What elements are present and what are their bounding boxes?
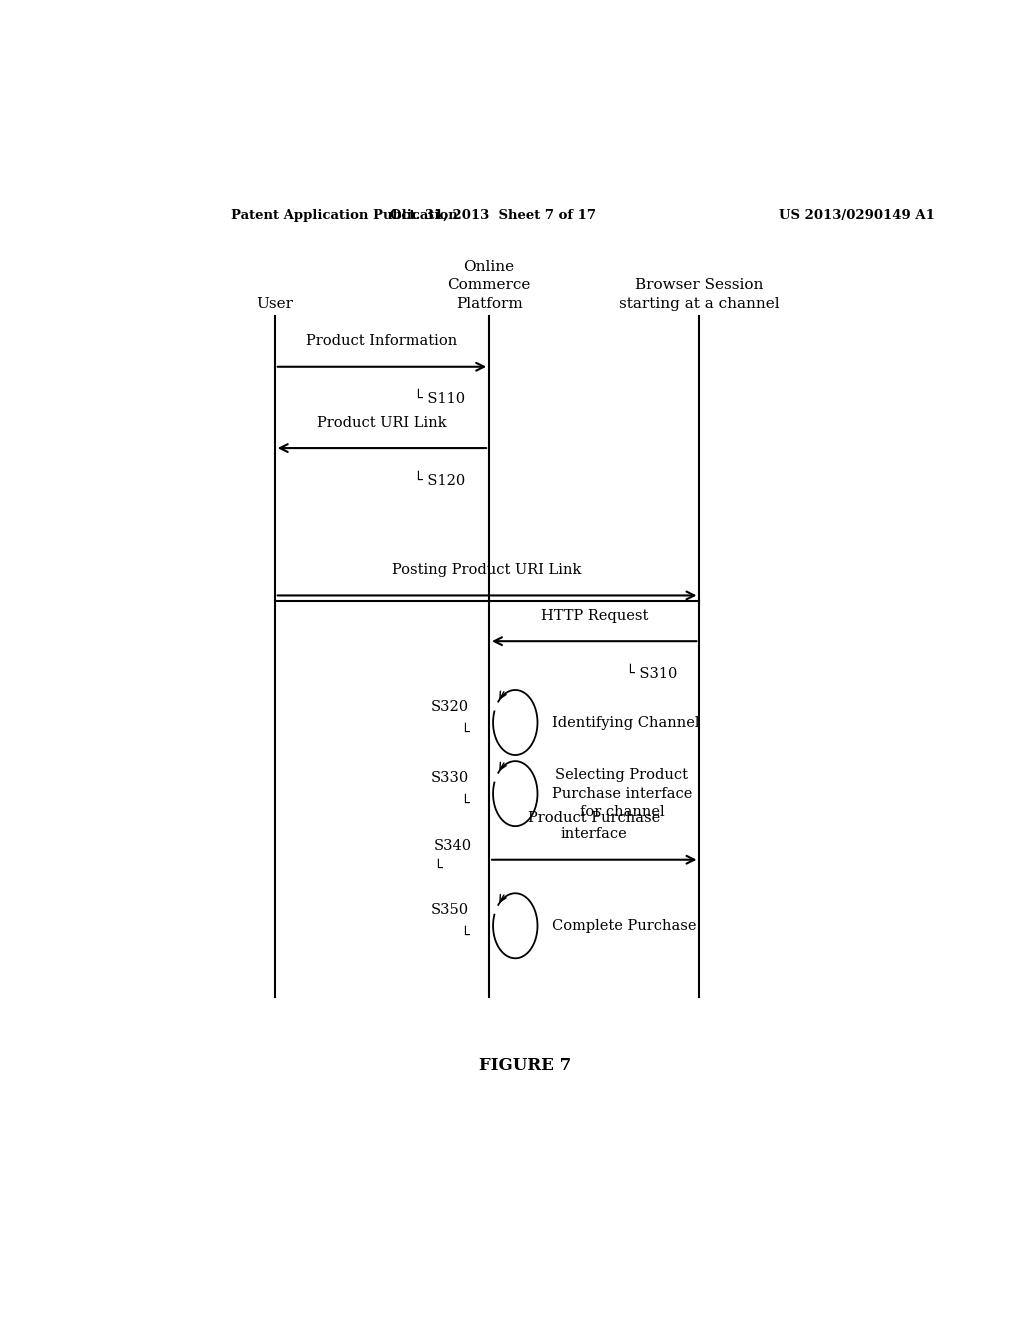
Text: Product Information: Product Information: [306, 334, 458, 348]
Text: └: └: [433, 862, 442, 875]
Text: └: └: [461, 726, 469, 739]
Text: S340: S340: [433, 840, 472, 854]
Text: User: User: [256, 297, 293, 312]
Text: Online
Commerce
Platform: Online Commerce Platform: [447, 260, 530, 312]
Text: Browser Session
starting at a channel: Browser Session starting at a channel: [620, 279, 779, 312]
Text: Identifying Channel: Identifying Channel: [552, 715, 699, 730]
Text: Posting Product URI Link: Posting Product URI Link: [392, 564, 582, 577]
Text: └: └: [461, 929, 469, 942]
Text: Patent Application Publication: Patent Application Publication: [231, 209, 458, 222]
Text: US 2013/0290149 A1: US 2013/0290149 A1: [778, 209, 935, 222]
Text: └ S110: └ S110: [414, 392, 465, 407]
Text: └: └: [461, 797, 469, 810]
Text: └ S120: └ S120: [414, 474, 465, 488]
Text: Selecting Product
Purchase interface
for channel: Selecting Product Purchase interface for…: [552, 768, 692, 818]
Text: FIGURE 7: FIGURE 7: [478, 1056, 571, 1073]
Text: Oct. 31, 2013  Sheet 7 of 17: Oct. 31, 2013 Sheet 7 of 17: [390, 209, 596, 222]
Text: S320: S320: [431, 700, 469, 714]
Text: Product Purchase
interface: Product Purchase interface: [528, 812, 660, 841]
Text: S350: S350: [431, 903, 469, 917]
Text: Complete Purchase: Complete Purchase: [552, 919, 696, 933]
Text: HTTP Request: HTTP Request: [541, 609, 648, 623]
Text: └ S310: └ S310: [626, 667, 677, 681]
Text: Product URI Link: Product URI Link: [317, 416, 446, 430]
Text: S330: S330: [431, 771, 469, 785]
